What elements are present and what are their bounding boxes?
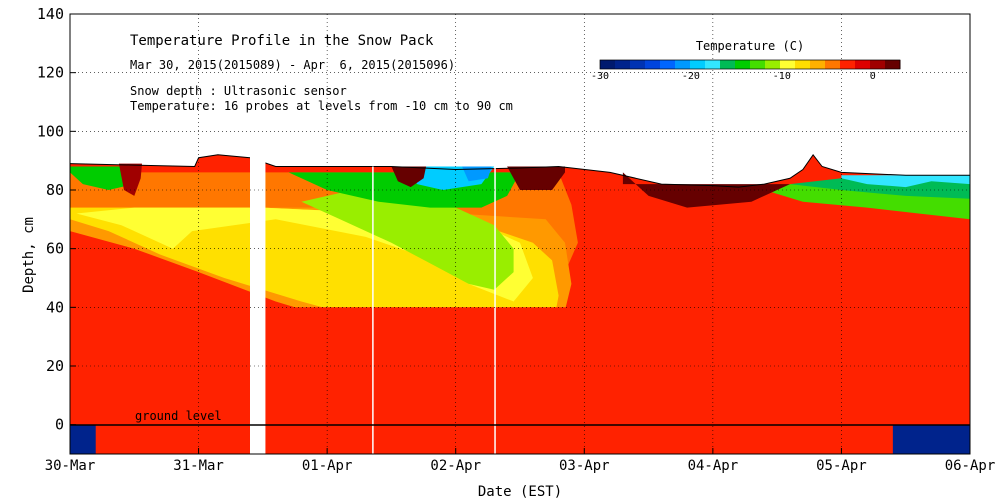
note-temperature: Temperature: 16 probes at levels from -1… <box>130 99 513 113</box>
colorbar-cell-12 <box>780 60 796 69</box>
colorbar-cell-14 <box>810 60 826 69</box>
y-tick-label-3: 60 <box>46 240 64 258</box>
colorbar-label: Temperature (C) <box>696 39 804 53</box>
x-tick-label-6: 05-Apr <box>816 458 867 474</box>
colorbar-cells <box>599 59 901 70</box>
colorbar-cell-7 <box>705 60 721 69</box>
colorbar-cell-4 <box>660 60 676 69</box>
colorbar-ticks: -30 -20 -10 0 <box>591 71 876 82</box>
colorbar-tick-label-0: -30 <box>591 71 609 82</box>
colorbar-cell-15 <box>825 60 841 69</box>
y-tick-label-7: 140 <box>37 5 64 23</box>
y-axis-label: Depth, cm <box>21 217 37 293</box>
y-tick-label-0: 0 <box>55 416 64 434</box>
colorbar-cell-11 <box>765 60 781 69</box>
ground-level-label: ground level <box>135 409 222 423</box>
colorbar-tick-label-3: 0 <box>870 71 876 82</box>
y-tick-label-4: 80 <box>46 181 64 199</box>
colorbar-cell-5 <box>675 60 691 69</box>
colorbar-cell-2 <box>630 60 646 69</box>
layer-darkred-1 <box>118 163 142 196</box>
colorbar-tick-label-1: -20 <box>682 71 700 82</box>
note-snow-depth: Snow depth : Ultrasonic sensor <box>130 84 347 98</box>
colorbar-cell-3 <box>645 60 661 69</box>
grid <box>70 14 970 454</box>
x-axis: 30-Mar 31-Mar 01-Apr 02-Apr 03-Apr 04-Apr 05-A… <box>45 448 996 474</box>
colorbar-cell-9 <box>735 60 751 69</box>
colorbar-cell-10 <box>750 60 766 69</box>
plot-frame <box>69 13 971 455</box>
y-tick-label-1: 20 <box>46 357 64 375</box>
colorbar-cell-13 <box>795 60 811 69</box>
layer-cyan-3 <box>841 175 970 188</box>
x-tick-label-2: 01-Apr <box>302 458 353 474</box>
chart-title: Temperature Profile in the Snow Pack <box>130 33 434 49</box>
x-tick-label-1: 31-Mar <box>173 458 224 474</box>
x-tick-label-7: 06-Apr <box>945 458 996 474</box>
colorbar-cell-19 <box>885 60 901 69</box>
layer-darkred-3 <box>507 166 565 190</box>
y-tick-label-2: 40 <box>46 298 64 316</box>
x-tick-label-0: 30-Mar <box>45 458 96 474</box>
ground-block-right <box>892 424 970 454</box>
colorbar-cell-18 <box>870 60 886 69</box>
x-tick-label-4: 03-Apr <box>559 458 610 474</box>
layer-cyan-2 <box>462 166 492 182</box>
colorbar: Temperature (C) -30 -20 -10 0 <box>591 39 901 82</box>
ground-block-left <box>70 424 96 454</box>
layer-lime <box>301 190 514 290</box>
data-gap-1 <box>250 154 266 454</box>
colorbar-tick-label-2: -10 <box>773 71 791 82</box>
layer-green-4 <box>790 178 970 199</box>
y-tick-label-6: 120 <box>37 64 64 82</box>
y-axis: 0 20 40 60 80 100 120 140 <box>37 5 76 434</box>
colorbar-frame <box>599 59 901 70</box>
x-axis-label: Date (EST) <box>478 484 562 500</box>
layer-red-ground <box>70 307 970 454</box>
x-tick-label-5: 04-Apr <box>688 458 739 474</box>
y-tick-label-5: 100 <box>37 122 64 140</box>
data-gap-3 <box>494 166 496 454</box>
data-gap-2 <box>372 166 374 454</box>
colorbar-cell-8 <box>720 60 736 69</box>
x-tick-label-3: 02-Apr <box>430 458 481 474</box>
snow-surface-line <box>70 153 970 188</box>
colorbar-cell-17 <box>855 60 871 69</box>
chart-subtitle: Mar 30, 2015(2015089) - Apr 6, 2015(2015… <box>130 58 455 72</box>
layer-green <box>70 166 135 190</box>
colorbar-cell-6 <box>690 60 706 69</box>
layer-darkred-2 <box>391 166 427 188</box>
colorbar-cell-1 <box>615 60 631 69</box>
colorbar-cell-0 <box>600 60 616 69</box>
colorbar-cell-16 <box>840 60 856 69</box>
heatmap-area <box>70 153 970 454</box>
